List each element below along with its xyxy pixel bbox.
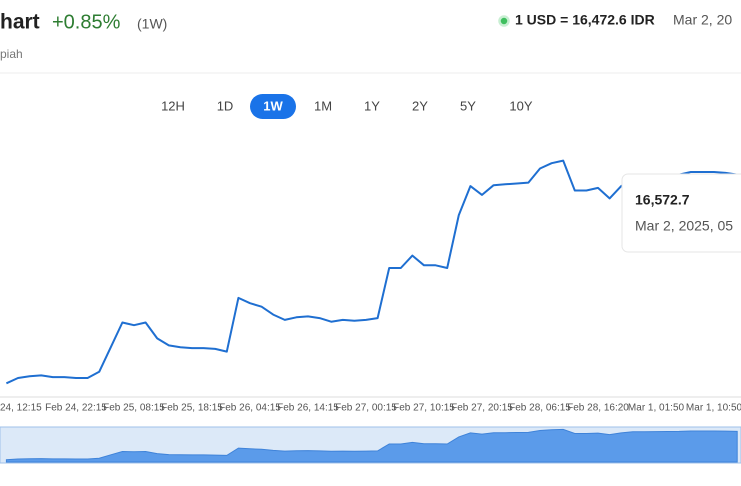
x-tick-label: Feb 25, 08:15 [103,403,165,414]
title: hart [0,11,40,34]
tooltip-date: Mar 2, 2025, 05 [635,218,733,234]
tooltip: 16,572.7 Mar 2, 2025, 05 [621,173,741,253]
range-button-bg[interactable] [250,94,296,119]
x-tick-label: Mar 1, 10:50 [686,403,741,414]
range-button[interactable]: 1M [314,98,332,113]
navigator-area [5,428,738,463]
price-line [5,159,738,385]
change: +0.85% [52,11,121,33]
range-button[interactable]: 1Y [364,98,380,113]
tooltip-box [621,173,741,253]
range-button[interactable]: 1W [263,98,283,113]
range-button[interactable]: 1D [217,98,234,113]
x-tick-label: Feb 24, 22:15 [45,403,107,414]
x-tick-label: Feb 28, 16:20 [567,403,629,414]
x-tick-label: Mar 1, 01:50 [628,403,685,414]
x-tick-label: Feb 26, 04:15 [219,403,281,414]
live-dot [498,15,510,27]
tooltip-value: 16,572.7 [635,192,690,208]
rate: 1 USD = 16,472.6 IDR [515,12,655,28]
x-tick-label: Feb 27, 00:15 [335,403,397,414]
range-buttons: 12H 1D 1W 1M 1Y 2Y 5Y 10Y [161,94,533,119]
x-tick-label: Feb 28, 06:15 [509,403,571,414]
x-tick-label: Feb 27, 20:15 [451,403,513,414]
subtitle: piah [0,47,23,61]
x-tick-label: 24, 12:15 [0,403,42,414]
x-tick-label: Feb 26, 14:15 [277,403,339,414]
range-button[interactable]: 5Y [460,98,476,113]
range-button[interactable]: 2Y [412,98,428,113]
date: Mar 2, 20 [673,12,732,28]
period: (1W) [137,16,167,32]
x-tick-label: Feb 27, 10:15 [393,403,455,414]
range-button[interactable]: 10Y [509,98,532,113]
navigator-series [5,428,738,463]
range-button[interactable]: 12H [161,98,185,113]
x-tick-label: Feb 25, 18:15 [161,403,223,414]
